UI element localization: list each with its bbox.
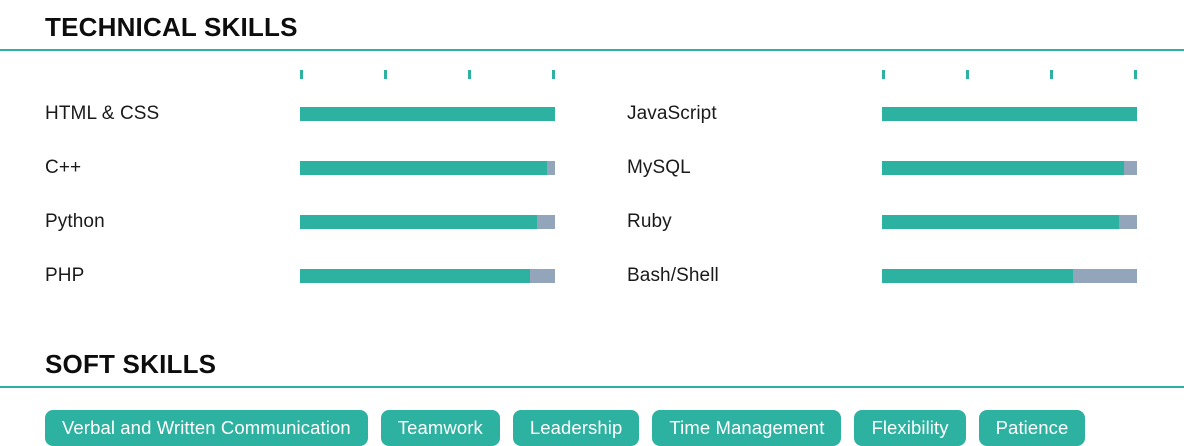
skill-label-cell: Ruby <box>627 211 882 233</box>
scale-tick-track <box>300 70 555 80</box>
scale-tick-mark <box>1050 70 1053 80</box>
technical-skills-grid: HTML & CSS C++ Python PHP JavaScript MySQL Rub… <box>0 70 1184 303</box>
skill-bar-track <box>882 107 1137 122</box>
skill-label-cell: Bash/Shell <box>627 265 882 287</box>
skill-bar-track <box>882 215 1137 230</box>
soft-skills-section: SOFT SKILLS Verbal and Written Communica… <box>0 337 1184 446</box>
skill-bar-fill <box>300 215 538 230</box>
skill-row: MySQL <box>627 141 1137 195</box>
skill-label-cell: Python <box>45 211 300 233</box>
scale-tick-track <box>882 70 1137 80</box>
skill-label: JavaScript <box>627 103 717 125</box>
skill-bar-cell <box>300 269 555 284</box>
skill-label-cell: C++ <box>45 157 300 179</box>
skill-bar-cell <box>882 107 1137 122</box>
skill-bar-track <box>882 269 1137 284</box>
skill-bar-cell <box>300 107 555 122</box>
skill-bar-cell <box>300 215 555 230</box>
skill-label-cell: MySQL <box>627 157 882 179</box>
skill-bar-cell <box>882 215 1137 230</box>
skill-label: C++ <box>45 157 82 179</box>
soft-skills-tag-list: Verbal and Written Communication Teamwork… <box>0 410 1184 446</box>
skill-bar-track <box>882 161 1137 176</box>
skill-bar-fill <box>300 161 548 176</box>
scale-tick-mark <box>383 70 387 80</box>
skills-column-2: JavaScript MySQL Ruby Bash/Shell <box>627 70 1137 303</box>
scale-tick-mark <box>965 70 969 80</box>
skill-row: Python <box>45 195 555 249</box>
scale-row-spacer <box>45 70 300 79</box>
section-divider <box>0 49 1184 52</box>
skill-label: MySQL <box>627 157 691 179</box>
scale-tick-mark <box>300 70 303 80</box>
scale-row-spacer <box>627 70 882 79</box>
scale-tick-mark <box>882 70 885 80</box>
soft-skill-tag: Flexibility <box>854 410 966 446</box>
skill-row: Bash/Shell <box>627 249 1137 303</box>
soft-skill-tag: Time Management <box>652 410 842 446</box>
scale-tick-row <box>627 70 1137 80</box>
soft-skill-tag: Teamwork <box>380 410 500 446</box>
skill-bar-fill <box>300 107 555 122</box>
technical-skills-title: TECHNICAL SKILLS <box>45 12 298 42</box>
skill-bar-cell <box>882 269 1137 284</box>
scale-tick-mark <box>552 70 555 80</box>
skill-row: JavaScript <box>627 87 1137 141</box>
skill-bar-fill <box>882 161 1125 176</box>
soft-skill-tag: Patience <box>978 410 1086 446</box>
skill-label: Bash/Shell <box>627 265 719 287</box>
skill-label: Ruby <box>627 211 672 233</box>
skill-bar-fill <box>882 107 1137 122</box>
skill-bar-track <box>300 269 555 284</box>
skill-label-cell: HTML & CSS <box>45 103 300 125</box>
technical-skills-section: TECHNICAL SKILLS HTML & CSS C++ Python PHP J… <box>0 12 1184 303</box>
skill-bar-fill <box>300 269 530 284</box>
soft-skill-tag: Verbal and Written Communication <box>45 410 368 446</box>
skill-label: Python <box>45 211 105 233</box>
skill-bar-track <box>300 215 555 230</box>
soft-skill-tag: Leadership <box>512 410 640 446</box>
section-divider <box>0 386 1184 389</box>
skill-bar-cell <box>300 161 555 176</box>
resume-skills-page: TECHNICAL SKILLS HTML & CSS C++ Python PHP J… <box>0 12 1184 446</box>
skill-row: Ruby <box>627 195 1137 249</box>
skill-row: PHP <box>45 249 555 303</box>
skill-bar-track <box>300 107 555 122</box>
scale-tick-mark <box>1134 70 1137 80</box>
skill-label-cell: PHP <box>45 265 300 287</box>
scale-tick-row <box>45 70 555 80</box>
skill-bar-fill <box>882 215 1120 230</box>
skill-label: HTML & CSS <box>45 103 160 125</box>
skill-row: HTML & CSS <box>45 87 555 141</box>
scale-tick-mark <box>468 70 471 80</box>
skill-row: C++ <box>45 141 555 195</box>
skill-label: PHP <box>45 265 85 287</box>
skill-bar-track <box>300 161 555 176</box>
skills-column-1: HTML & CSS C++ Python PHP <box>45 70 555 303</box>
skill-label-cell: JavaScript <box>627 103 882 125</box>
skill-bar-fill <box>882 269 1074 284</box>
skill-bar-cell <box>882 161 1137 176</box>
soft-skills-title: SOFT SKILLS <box>45 349 217 380</box>
